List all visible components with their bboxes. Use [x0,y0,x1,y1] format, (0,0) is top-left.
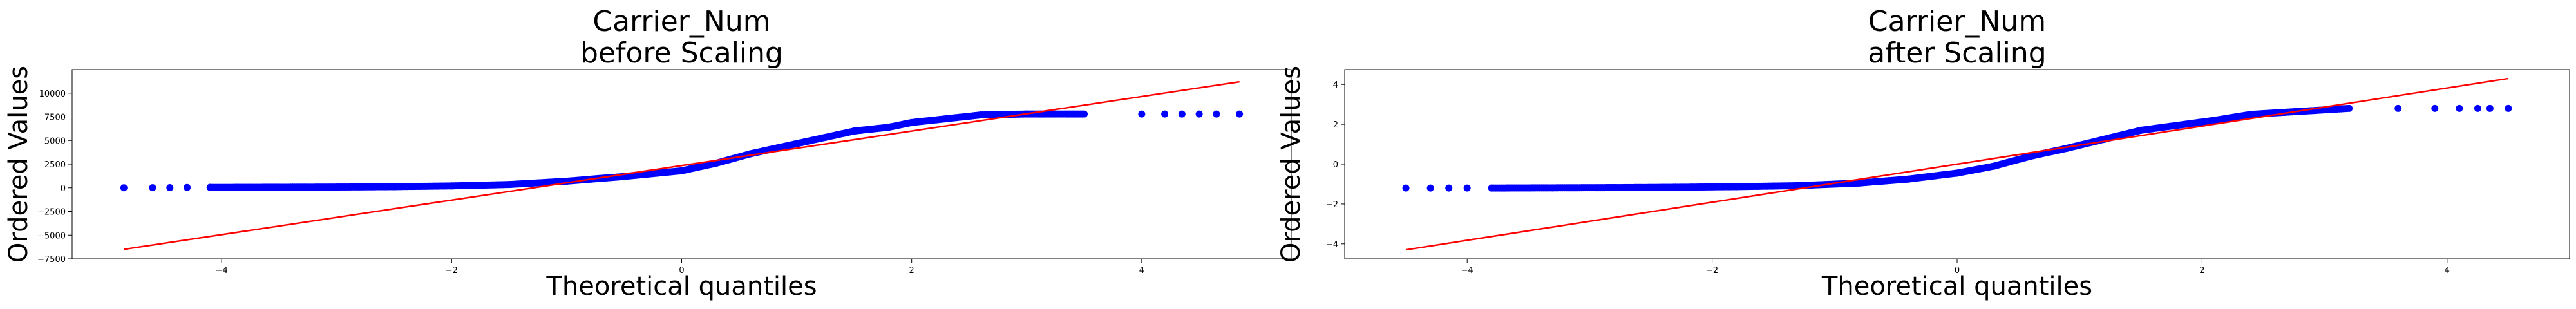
series-1-point [275,183,283,191]
y-tick-label: 10000 [39,89,66,99]
series-1-point [2474,104,2481,112]
series-1-point [1610,184,1618,192]
series-1-point [2247,111,2255,118]
series-1-point [1733,183,1741,191]
series-1-point [1236,110,1244,118]
series-1-point [184,183,191,191]
chart-title-line2: after Scaling [1868,37,2046,70]
series-1-point [506,181,513,189]
x-tick-label: 2 [2199,266,2204,276]
series-1-point [1213,110,1220,118]
series-1-point [1904,175,1912,183]
y-tick-label: 7500 [44,113,66,123]
y-tick-label: −2500 [37,208,66,218]
y-axis-label: Ordered Values [4,66,33,263]
series-1-point [816,135,824,142]
series-1-point [1081,110,1088,118]
x-axis-label: Theoretical quantiles [1821,272,2092,301]
series-1-point [678,167,685,174]
series-1-point [2486,104,2494,112]
series-1-point [2394,104,2402,112]
series-1-point [2505,104,2512,112]
series-1-point [2456,104,2463,112]
series-1-point [1463,184,1471,192]
series-1-point [1672,183,1680,191]
chart-title-line1: Carrier_Num [592,5,770,38]
y-tick-label: 2500 [44,160,66,170]
series-1-point [2174,122,2181,129]
series-1-point [1178,110,1186,118]
y-tick-label: −5000 [37,231,66,241]
x-tick-label: 4 [1139,266,1144,276]
series-1-point [1402,184,1410,192]
series-1-point [908,118,916,126]
reference-fit-line [1405,77,2509,251]
series-1-point [1549,184,1557,192]
series-1-point [942,115,950,122]
series-1-point [885,124,893,131]
y-tick-label: −7500 [37,255,66,265]
y-tick-label: 0 [61,184,66,194]
x-tick-label: 0 [679,266,684,276]
series-1-point [1855,179,1863,187]
series-1-point [1445,184,1453,192]
reference-fit-line [124,80,1240,250]
series-1-point [166,183,174,191]
series-1-point [1990,162,1998,170]
series-1-point [2137,126,2145,134]
series-1-point [2431,104,2439,112]
series-1-point [149,184,156,192]
chart-title-line2: before Scaling [580,37,783,70]
series-1-point [448,182,455,190]
y-tick-label: 2 [1333,120,1338,130]
series-1-point [1138,110,1146,118]
x-tick-label: −4 [1461,266,1473,276]
chart-title-line1: Carrier_Num [1868,5,2046,38]
y-tick-label: −2 [1326,200,1338,210]
series-1-point [206,183,214,191]
x-tick-label: 0 [1955,266,1960,276]
data-layer [1402,77,2512,251]
y-tick-label: 5000 [44,136,66,146]
series-1-point [1953,169,1961,177]
x-tick-label: −2 [1706,266,1718,276]
series-1-point [2345,104,2353,112]
series-1-point [1488,184,1495,192]
y-tick-label: −4 [1326,240,1338,250]
series-1-point [1794,182,1802,189]
series-1-point [1161,110,1169,118]
x-axis-label: Theoretical quantiles [545,272,817,301]
series-1-point [390,183,398,191]
x-tick-label: −2 [446,266,458,276]
series-1-point [977,111,985,119]
series-1-point [850,127,858,135]
series-1-point [1426,184,1434,192]
x-tick-label: 2 [909,266,914,276]
y-tick-label: 0 [1333,160,1338,170]
y-axis-label: Ordered Values [1276,66,1306,263]
series-1-point [781,142,789,150]
data-layer [120,80,1244,250]
series-1-point [1195,110,1203,118]
series-1-point [2027,153,2034,160]
series-1-point [333,183,341,191]
x-tick-label: −4 [216,266,228,276]
y-tick-label: 4 [1333,80,1338,90]
series-1-point [120,184,128,192]
series-1-point [2210,117,2218,124]
x-tick-label: 4 [2445,266,2450,276]
